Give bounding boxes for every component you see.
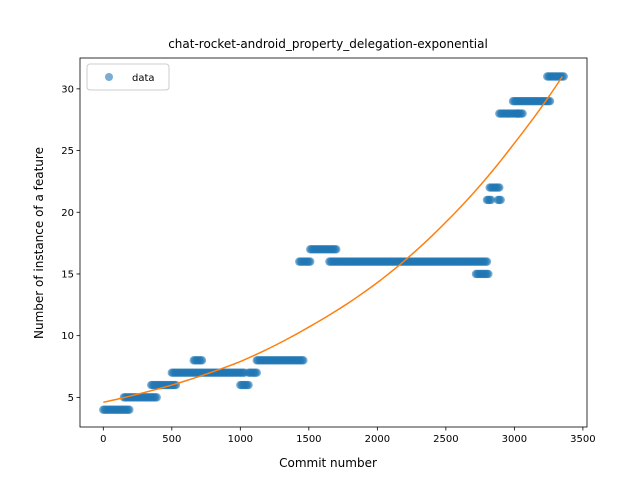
x-tick-label: 2500 bbox=[433, 434, 458, 445]
x-axis-label: Commit number bbox=[279, 456, 377, 470]
x-tick-label: 3000 bbox=[502, 434, 527, 445]
x-tick-label: 0 bbox=[100, 434, 106, 445]
legend-marker-data bbox=[105, 73, 113, 81]
legend-box bbox=[86, 63, 170, 91]
data-point bbox=[197, 356, 207, 365]
axes-frame bbox=[79, 57, 588, 428]
data-series-points bbox=[99, 72, 568, 414]
data-point bbox=[244, 380, 253, 390]
x-tick-label: 1500 bbox=[296, 434, 321, 445]
y-tick-label: 30 bbox=[61, 84, 74, 95]
data-point bbox=[518, 109, 527, 118]
data-point bbox=[306, 257, 315, 266]
data-point bbox=[252, 368, 261, 377]
legend-entry-data: data bbox=[132, 73, 155, 84]
data-point bbox=[495, 183, 504, 192]
y-tick-label: 10 bbox=[61, 331, 74, 342]
data-point bbox=[332, 245, 341, 254]
y-axis-label: Number of instance of a feature bbox=[32, 147, 46, 339]
x-tick-label: 2000 bbox=[365, 434, 390, 445]
data-point bbox=[482, 257, 492, 266]
y-tick-label: 25 bbox=[61, 146, 74, 157]
legend: data bbox=[86, 63, 170, 91]
axes: 0 500 1000 1500 2000 2500 3000 3500 5 10 15 20 25 30 bbox=[61, 57, 596, 445]
y-tick-label: 15 bbox=[61, 269, 74, 280]
chart-title: chat-rocket-android_property_delegation-… bbox=[168, 37, 488, 51]
x-tick-label: 500 bbox=[162, 434, 181, 445]
data-point bbox=[496, 195, 505, 205]
x-tick-label: 1000 bbox=[228, 434, 253, 445]
plot-area bbox=[99, 72, 568, 414]
fit-line bbox=[103, 76, 563, 404]
data-point bbox=[125, 405, 134, 414]
data-point bbox=[484, 269, 493, 279]
y-tick-label: 5 bbox=[68, 393, 74, 404]
x-tick-label: 3500 bbox=[570, 434, 595, 445]
data-point bbox=[152, 393, 161, 402]
data-point bbox=[486, 195, 496, 205]
y-tick-label: 20 bbox=[61, 208, 74, 219]
data-point bbox=[299, 356, 308, 365]
